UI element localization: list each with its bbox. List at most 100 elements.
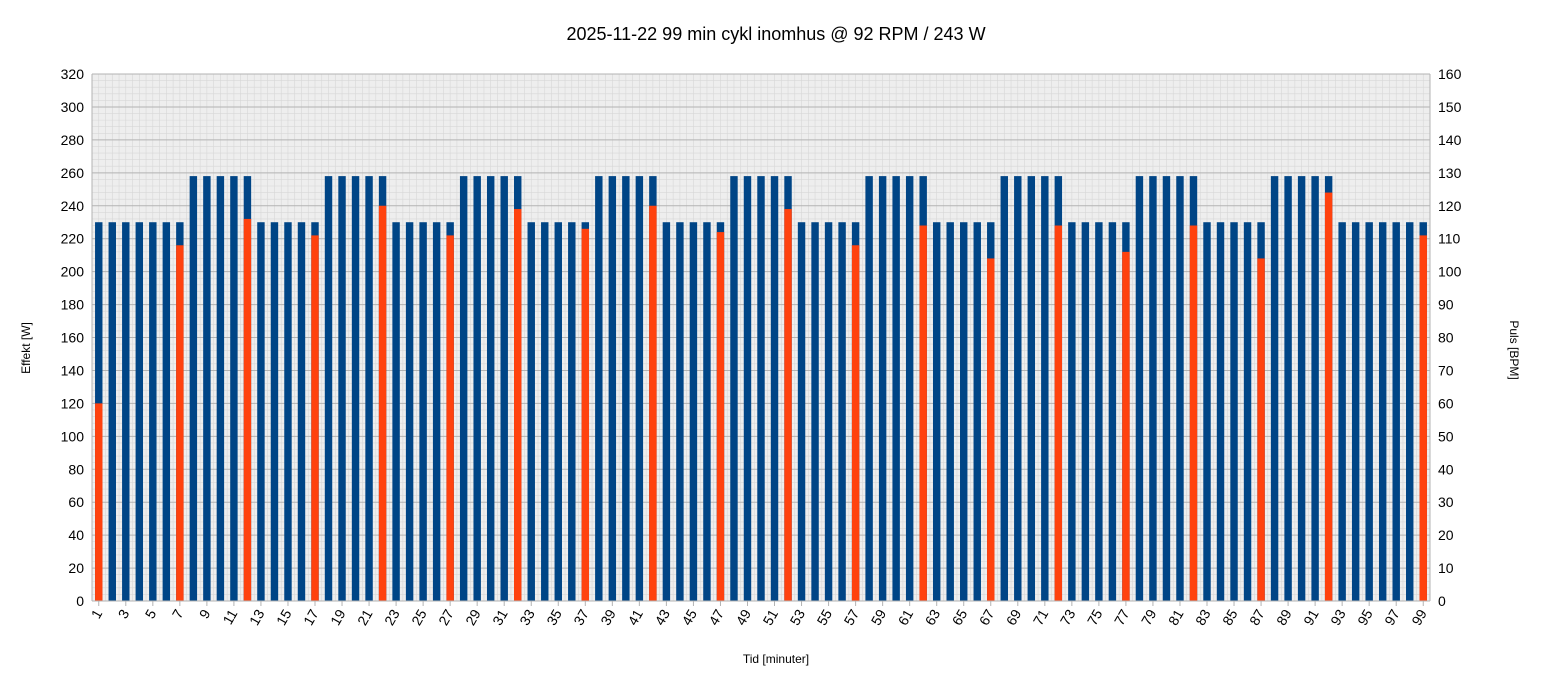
y-tick-label-right: 140 bbox=[1438, 132, 1462, 148]
x-tick-label: 19 bbox=[327, 606, 349, 628]
power-bar-25 bbox=[419, 222, 427, 601]
y-tick-label-left: 100 bbox=[61, 428, 85, 444]
power-bar-10 bbox=[216, 176, 225, 601]
pulse-bar-47 bbox=[716, 232, 725, 601]
y-tick-label-left: 220 bbox=[61, 231, 85, 247]
power-bar-64 bbox=[946, 222, 954, 601]
power-bar-54 bbox=[811, 222, 819, 601]
x-tick-label: 49 bbox=[732, 606, 754, 628]
pulse-bar-17 bbox=[311, 235, 319, 602]
x-tick-label: 89 bbox=[1273, 606, 1295, 628]
x-tick-label: 91 bbox=[1300, 606, 1322, 628]
x-tick-label: 33 bbox=[516, 606, 538, 628]
power-bar-15 bbox=[284, 222, 292, 601]
y-tick-label-left: 280 bbox=[61, 132, 85, 148]
y-tick-label-left: 120 bbox=[61, 395, 85, 411]
power-bar-45 bbox=[689, 222, 698, 601]
x-tick-label: 9 bbox=[196, 606, 214, 621]
pulse-bar-67 bbox=[987, 258, 995, 601]
power-bar-53 bbox=[797, 222, 806, 601]
x-tick-label: 71 bbox=[1030, 606, 1052, 628]
x-tick-label: 15 bbox=[273, 606, 295, 628]
power-bar-14 bbox=[270, 222, 279, 601]
x-tick-label: 59 bbox=[868, 606, 890, 628]
power-bar-21 bbox=[365, 176, 373, 601]
x-tick-label: 31 bbox=[489, 606, 511, 628]
power-bar-58 bbox=[865, 176, 873, 601]
y-tick-label-left: 300 bbox=[61, 99, 85, 115]
power-bar-75 bbox=[1095, 222, 1103, 601]
power-bar-20 bbox=[351, 176, 360, 601]
power-bar-39 bbox=[608, 176, 617, 601]
y-tick-label-right: 50 bbox=[1438, 428, 1454, 444]
power-bar-40 bbox=[622, 176, 630, 601]
x-tick-label: 27 bbox=[435, 606, 457, 628]
y-tick-label-right: 160 bbox=[1438, 66, 1462, 82]
power-bar-88 bbox=[1270, 176, 1279, 601]
x-axis-label: Tid [minuter] bbox=[742, 652, 810, 666]
x-tick-label: 77 bbox=[1111, 606, 1133, 628]
power-bar-94 bbox=[1351, 222, 1360, 601]
power-bar-85 bbox=[1230, 222, 1238, 601]
y-tick-label-left: 180 bbox=[61, 297, 85, 313]
y-tick-label-left: 240 bbox=[61, 198, 85, 214]
x-tick-label: 17 bbox=[300, 606, 322, 628]
y-tick-label-left: 40 bbox=[68, 527, 84, 543]
power-bar-5 bbox=[149, 222, 157, 601]
power-bar-95 bbox=[1365, 222, 1373, 601]
y-tick-label-right: 70 bbox=[1438, 362, 1454, 378]
x-tick-label: 43 bbox=[651, 606, 673, 628]
pulse-bar-27 bbox=[446, 235, 454, 602]
power-bar-23 bbox=[392, 222, 400, 601]
y-tick-label-left: 80 bbox=[68, 461, 84, 477]
x-tick-label: 5 bbox=[142, 606, 160, 621]
power-bar-34 bbox=[541, 222, 549, 601]
power-bar-30 bbox=[486, 176, 495, 601]
power-bar-74 bbox=[1081, 222, 1090, 601]
power-bar-90 bbox=[1297, 176, 1306, 601]
power-bar-80 bbox=[1162, 176, 1171, 601]
power-bar-76 bbox=[1108, 222, 1117, 601]
x-tick-label: 3 bbox=[115, 606, 133, 621]
y-tick-label-right: 90 bbox=[1438, 297, 1454, 313]
y-tick-label-right: 110 bbox=[1438, 231, 1461, 247]
y-tick-label-right: 120 bbox=[1438, 198, 1462, 214]
pulse-bar-22 bbox=[378, 205, 387, 601]
chart-title: 2025-11-22 99 min cykl inomhus @ 92 RPM … bbox=[566, 24, 986, 44]
power-bar-65 bbox=[960, 222, 968, 601]
power-bar-84 bbox=[1216, 222, 1225, 601]
power-bar-55 bbox=[824, 222, 833, 601]
y-tick-label-left: 160 bbox=[61, 330, 85, 346]
x-tick-label: 79 bbox=[1138, 606, 1160, 628]
power-bar-13 bbox=[257, 222, 265, 601]
pulse-bar-57 bbox=[851, 245, 860, 601]
y-tick-label-right: 20 bbox=[1438, 527, 1454, 543]
x-tick-label: 81 bbox=[1165, 606, 1187, 628]
y-tick-label-right: 0 bbox=[1438, 593, 1446, 609]
power-bar-46 bbox=[703, 222, 711, 601]
x-tick-label: 83 bbox=[1192, 606, 1214, 628]
pulse-bar-32 bbox=[514, 209, 522, 601]
x-tick-label: 63 bbox=[922, 606, 944, 628]
power-bar-93 bbox=[1338, 222, 1346, 601]
pulse-bar-42 bbox=[649, 205, 657, 601]
power-bar-98 bbox=[1406, 222, 1414, 601]
x-tick-label: 25 bbox=[408, 606, 430, 628]
pulse-bar-87 bbox=[1257, 258, 1265, 601]
power-bar-4 bbox=[135, 222, 144, 601]
power-bar-38 bbox=[595, 176, 603, 601]
x-tick-label: 69 bbox=[1003, 606, 1025, 628]
power-bar-3 bbox=[122, 222, 130, 601]
x-tick-label: 93 bbox=[1327, 606, 1349, 628]
power-bar-29 bbox=[473, 176, 481, 601]
pulse-bar-7 bbox=[176, 245, 184, 601]
power-bar-97 bbox=[1392, 222, 1400, 601]
power-bar-43 bbox=[662, 222, 671, 601]
power-bar-91 bbox=[1311, 176, 1319, 601]
pulse-bar-62 bbox=[919, 225, 927, 601]
pulse-bar-52 bbox=[784, 209, 792, 601]
power-bar-59 bbox=[878, 176, 887, 601]
x-tick-label: 85 bbox=[1219, 606, 1241, 628]
x-tick-label: 99 bbox=[1408, 606, 1430, 628]
x-tick-label: 29 bbox=[462, 606, 484, 628]
